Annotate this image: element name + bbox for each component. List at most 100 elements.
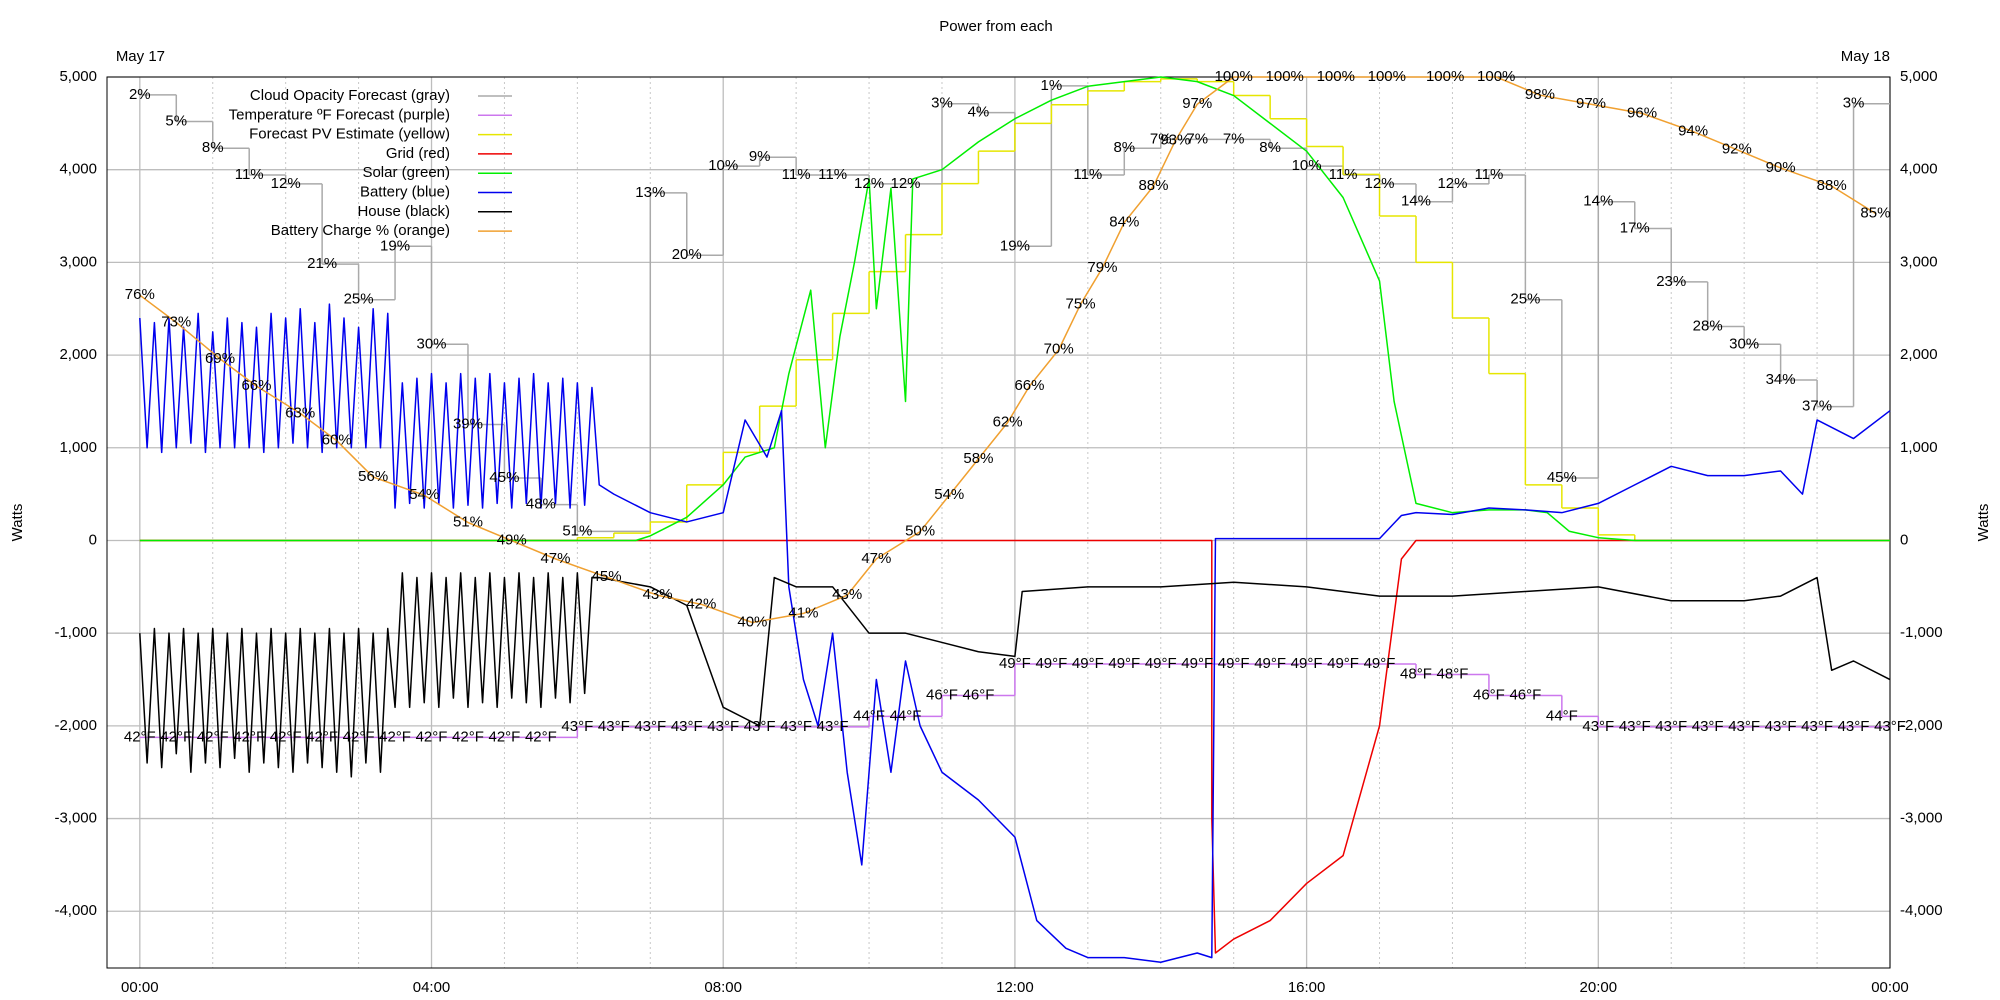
data-label: 43% [832,586,862,603]
legend-label: House (black) [357,203,450,220]
data-label: 8% [1259,139,1281,156]
plot-area [139,76,1891,963]
y-tick-label: -2,000 [54,717,97,734]
data-label: 48°F [1400,665,1432,682]
data-label: 43°F [817,718,849,735]
y-tick-label: 4,000 [59,161,97,178]
data-label: 51% [453,513,483,530]
x-start-label: May 17 [116,48,165,65]
legend-label: Grid (red) [386,145,450,162]
data-label: 1% [1041,77,1063,94]
data-label: 70% [1044,341,1074,358]
data-label: 45% [592,568,622,585]
data-label: 93% [1160,132,1190,149]
data-label: 88% [1817,177,1847,194]
data-label: 44°F [890,707,922,724]
series-line [139,303,1891,963]
data-label: 92% [1722,141,1752,158]
data-label: 12% [1365,175,1395,192]
data-label: 7% [1150,130,1172,147]
y2-tick-label: 0 [1900,531,1908,548]
data-label: 34% [1766,371,1796,388]
data-label: 30% [1729,335,1759,352]
x-end-label: May 18 [1841,48,1890,65]
data-label: 100% [1368,68,1406,85]
y-tick-label: 3,000 [59,253,97,270]
x-tick-label: 20:00 [1580,979,1618,996]
data-label: 45% [1547,469,1577,486]
data-label: 62% [993,413,1023,430]
data-label: 11% [782,166,811,183]
data-label: 43% [643,586,673,603]
y2-tick-label: 3,000 [1900,253,1938,270]
series-line [139,539,1890,954]
data-label: 48°F [1437,665,1469,682]
y2-tick-label: 1,000 [1900,439,1938,456]
data-label: 4% [968,104,990,121]
data-label: 49°F [1035,655,1067,672]
data-label: 50% [905,523,935,540]
data-label: 12% [271,175,301,192]
data-label: 20% [672,246,702,263]
data-label: 43°F [1838,718,1870,735]
data-label: 42°F [160,728,192,745]
data-label: 84% [1109,213,1139,230]
y2-tick-label: 4,000 [1900,161,1938,178]
data-label: 28% [1693,317,1723,334]
data-label: 39% [453,415,483,432]
x-tick-label: 04:00 [413,979,451,996]
data-label: 47% [861,550,891,567]
data-label: 100% [1317,68,1355,85]
data-label: 76% [125,286,155,303]
data-label: 94% [1678,123,1708,140]
x-tick-label: 00:00 [121,979,159,996]
data-label: 43°F [707,718,739,735]
data-label: 14% [1401,193,1431,210]
plot-frame [106,76,1891,969]
data-label: 40% [737,613,767,630]
data-label: 43°F [1655,718,1687,735]
y2-tick-label: 5,000 [1900,68,1938,85]
data-label: 47% [540,550,570,567]
data-label: 11% [1073,166,1102,183]
data-label: 42% [686,595,716,612]
data-label: 56% [358,468,388,485]
data-label: 19% [1000,237,1030,254]
data-label: 23% [1656,273,1686,290]
y2-axis-label: Watts [1975,504,1992,542]
data-label: 11% [818,166,847,183]
y2-tick-label: 2,000 [1900,346,1938,363]
data-label: 11% [1474,166,1503,183]
data-label: 42°F [379,728,411,745]
data-label: 42°F [489,728,521,745]
data-label: 42°F [270,728,302,745]
data-label: 49°F [1108,655,1140,672]
x-tick-label: 08:00 [704,979,742,996]
data-label: 63% [285,404,315,421]
data-label: 66% [1014,377,1044,394]
data-label: 54% [934,486,964,503]
data-label: 58% [963,450,993,467]
legend-label: Battery Charge % (orange) [271,222,450,239]
data-label: 42°F [233,728,265,745]
data-label: 3% [1843,95,1865,112]
data-label: 49°F [1291,655,1323,672]
data-label: 97% [1576,95,1606,112]
series-line [139,572,1891,778]
data-label: 100% [1266,68,1304,85]
data-label: 44°F [853,707,885,724]
data-label: 88% [1138,177,1168,194]
data-label: 42°F [343,728,375,745]
data-label: 100% [1214,68,1252,85]
legend-label: Forecast PV Estimate (yellow) [249,126,450,143]
data-label: 43°F [744,718,776,735]
data-label: 73% [161,313,191,330]
data-label: 49°F [1181,655,1213,672]
data-label: 7% [1186,130,1208,147]
y-tick-label: 5,000 [59,68,97,85]
data-label: 17% [1620,219,1650,236]
x-tick-label: 12:00 [996,979,1034,996]
data-label: 42°F [525,728,557,745]
data-label: 100% [1426,68,1464,85]
